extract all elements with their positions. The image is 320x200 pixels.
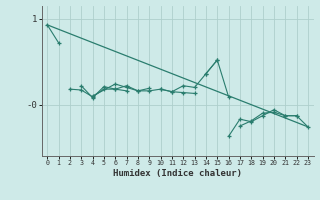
X-axis label: Humidex (Indice chaleur): Humidex (Indice chaleur) xyxy=(113,169,242,178)
